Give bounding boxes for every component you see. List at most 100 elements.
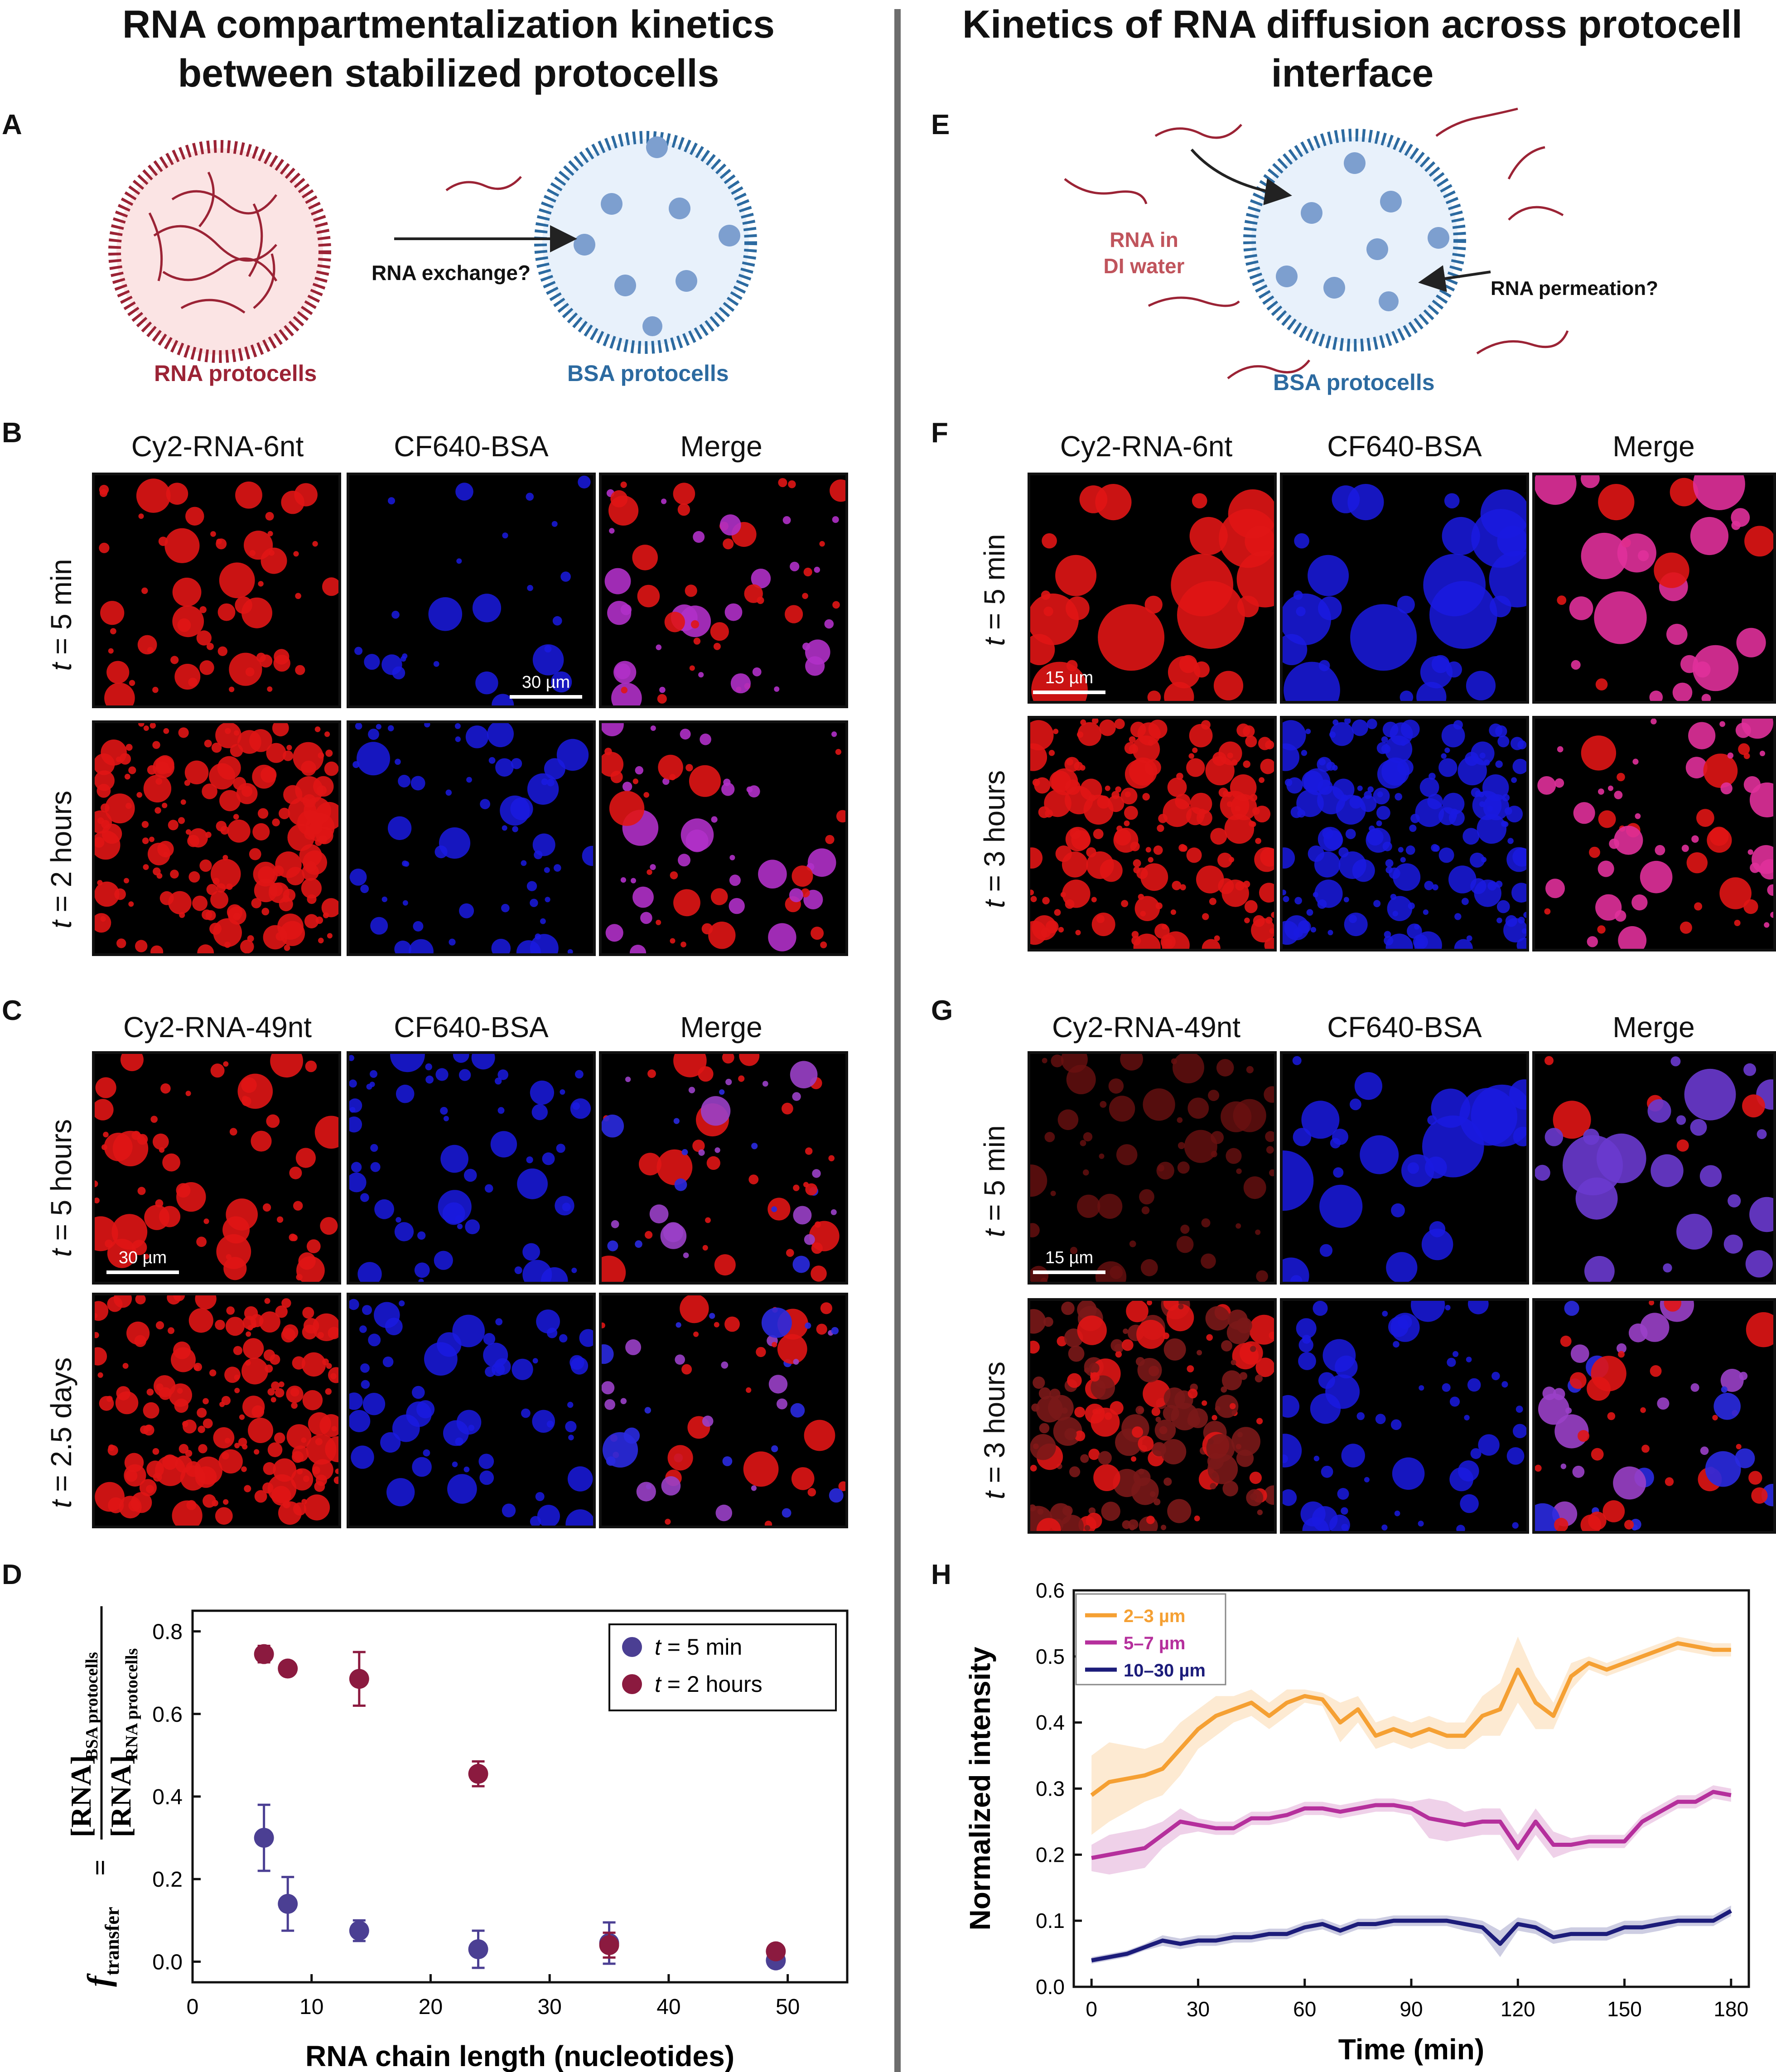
chart-h: 0 30 60 90 120 150 180 0.0 0.1 0.2 0.3 0.4 0.5 0.6 Tim… [964, 1579, 1750, 2066]
data-point [278, 1893, 298, 1914]
time-text: = 3 hours [978, 1361, 1011, 1492]
data-point [468, 1939, 488, 1960]
left-title-line2: between stabilized protocells [178, 52, 719, 95]
t-italic: t [978, 1229, 1011, 1237]
x-axis-label: RNA chain length (nucleotides) [305, 2040, 734, 2072]
grid-g-col-bsa: CF640-BSA [1327, 1011, 1482, 1043]
time-text: = 5 min [45, 559, 77, 663]
y-label-sub: transfer [101, 1907, 123, 1976]
micrograph-b-rna-2h [92, 720, 341, 956]
scalebar-g: 15 µm [1033, 1248, 1105, 1274]
panel-label-e: E [931, 109, 950, 140]
scalebar-text: 15 µm [1045, 668, 1094, 687]
data-point [468, 1763, 488, 1784]
bsa-protocells-label-e: BSA protocells [1273, 370, 1435, 395]
right-title-line2: interface [1271, 52, 1434, 95]
grid-b-col-rna: Cy2-RNA-6nt [131, 430, 304, 463]
x-tick-label: 30 [1187, 1997, 1210, 2021]
legend-label: 2–3 µm [1124, 1606, 1185, 1626]
y-tick-label: 0.6 [1036, 1579, 1065, 1602]
panel-label-h: H [931, 1559, 951, 1590]
micrograph-f-rna-3h [1028, 716, 1277, 951]
data-point [254, 1644, 274, 1664]
x-tick-label: 0 [187, 1995, 199, 2019]
x-tick-label: 30 [537, 1995, 561, 2019]
legend-label: 5–7 µm [1124, 1633, 1185, 1653]
y-tick-label: 0.6 [152, 1703, 183, 1727]
micrograph-g-rna-5min [1028, 1051, 1277, 1285]
di-water-text: DI water [1103, 254, 1185, 278]
rna-strand-icon [445, 176, 522, 192]
series-line [1091, 1909, 1732, 1963]
grid-f-col-rna: Cy2-RNA-6nt [1060, 430, 1233, 463]
data-point [599, 1935, 619, 1955]
scalebar-text: 30 µm [521, 673, 570, 692]
legend-marker [622, 1637, 642, 1657]
grid-b-row-1: t = 5 min [44, 533, 78, 696]
series-line [1090, 1641, 1731, 1797]
legend-label: 10–30 µm [1124, 1661, 1206, 1681]
x-tick-label: 90 [1400, 1997, 1423, 2021]
micrograph-f-merge-5min [1532, 473, 1776, 704]
grid-c-col-merge: Merge [680, 1011, 763, 1043]
micrograph-c-merge-2.5d [599, 1293, 848, 1528]
data-point [766, 1941, 786, 1961]
t-italic: t [45, 920, 77, 929]
x-tick-label: 60 [1293, 1997, 1316, 2021]
micrograph-g-bsa-3h [1280, 1298, 1529, 1534]
scalebar-text: 15 µm [1045, 1248, 1094, 1267]
micrograph-c-rna-5h [92, 1051, 341, 1285]
micrograph-c-rna-2.5d [92, 1293, 341, 1528]
x-tick-label: 150 [1607, 1997, 1642, 2021]
y-label-eq: = [84, 1859, 116, 1876]
bsa-protocell-drawing [534, 131, 757, 354]
grid-c-col-bsa: CF640-BSA [394, 1011, 549, 1043]
rna-protocell-drawing [108, 140, 331, 363]
grid-c-col-rna: Cy2-RNA-49nt [123, 1011, 312, 1043]
t-italic: t [978, 900, 1011, 908]
x-tick-label: 50 [776, 1995, 800, 2019]
t-italic: t [978, 638, 1011, 646]
grid-c-row-1: t = 5 hours [44, 1106, 78, 1270]
micrograph-g-merge-5min [1532, 1051, 1776, 1285]
rna-protocells-label: RNA protocells [154, 361, 317, 386]
micrograph-b-merge-2h [599, 720, 848, 956]
micrograph-c-bsa-2.5d [347, 1293, 596, 1528]
rna-in-text: RNA in [1110, 228, 1178, 251]
y-tick-label: 0.8 [152, 1620, 183, 1644]
y-label-den-sub: RNA protocells [122, 1648, 141, 1760]
scalebar-c: 30 µm [106, 1248, 179, 1274]
scalebar-text: 30 µm [118, 1248, 167, 1267]
y-label-num-sub: BSA protocells [82, 1652, 101, 1760]
micrograph-g-rna-3h [1028, 1298, 1277, 1534]
micrograph-b-rna-5min [92, 473, 341, 708]
data-point [349, 1921, 369, 1941]
t-italic: t [45, 1249, 77, 1257]
legend-box [1075, 1593, 1226, 1686]
legend-marker [622, 1674, 642, 1694]
grid-g-col-merge: Merge [1612, 1011, 1695, 1043]
y-tick-label: 0.5 [1036, 1645, 1065, 1668]
bsa-protocells-label-a: BSA protocells [567, 361, 729, 386]
grid-f-col-merge: Merge [1612, 430, 1695, 463]
x-tick-label: 20 [419, 1995, 443, 2019]
panel-label-b: B [2, 417, 22, 449]
panel-label-d: D [2, 1559, 22, 1590]
time-text: = 3 hours [978, 770, 1011, 900]
micrograph-f-merge-3h [1532, 716, 1776, 951]
grid-g-col-rna: Cy2-RNA-49nt [1052, 1011, 1241, 1043]
rna-permeation-label: RNA permeation? [1491, 277, 1658, 299]
x-tick-label: 10 [299, 1995, 323, 2019]
t-italic: t [45, 662, 77, 671]
schematic-a [108, 131, 757, 363]
x-tick-label: 120 [1501, 1997, 1535, 2021]
grid-b-row-2: t = 2 hours [44, 778, 78, 941]
x-tick-label: 180 [1713, 1997, 1748, 2021]
grid-g-row-1: t = 5 min [978, 1100, 1011, 1263]
grid-b-col-bsa: CF640-BSA [394, 430, 549, 463]
time-text: = 2.5 days [45, 1357, 77, 1500]
micrograph-f-bsa-5min [1280, 473, 1529, 704]
panel-label-a: A [2, 109, 22, 140]
t-italic: t [978, 1491, 1011, 1500]
